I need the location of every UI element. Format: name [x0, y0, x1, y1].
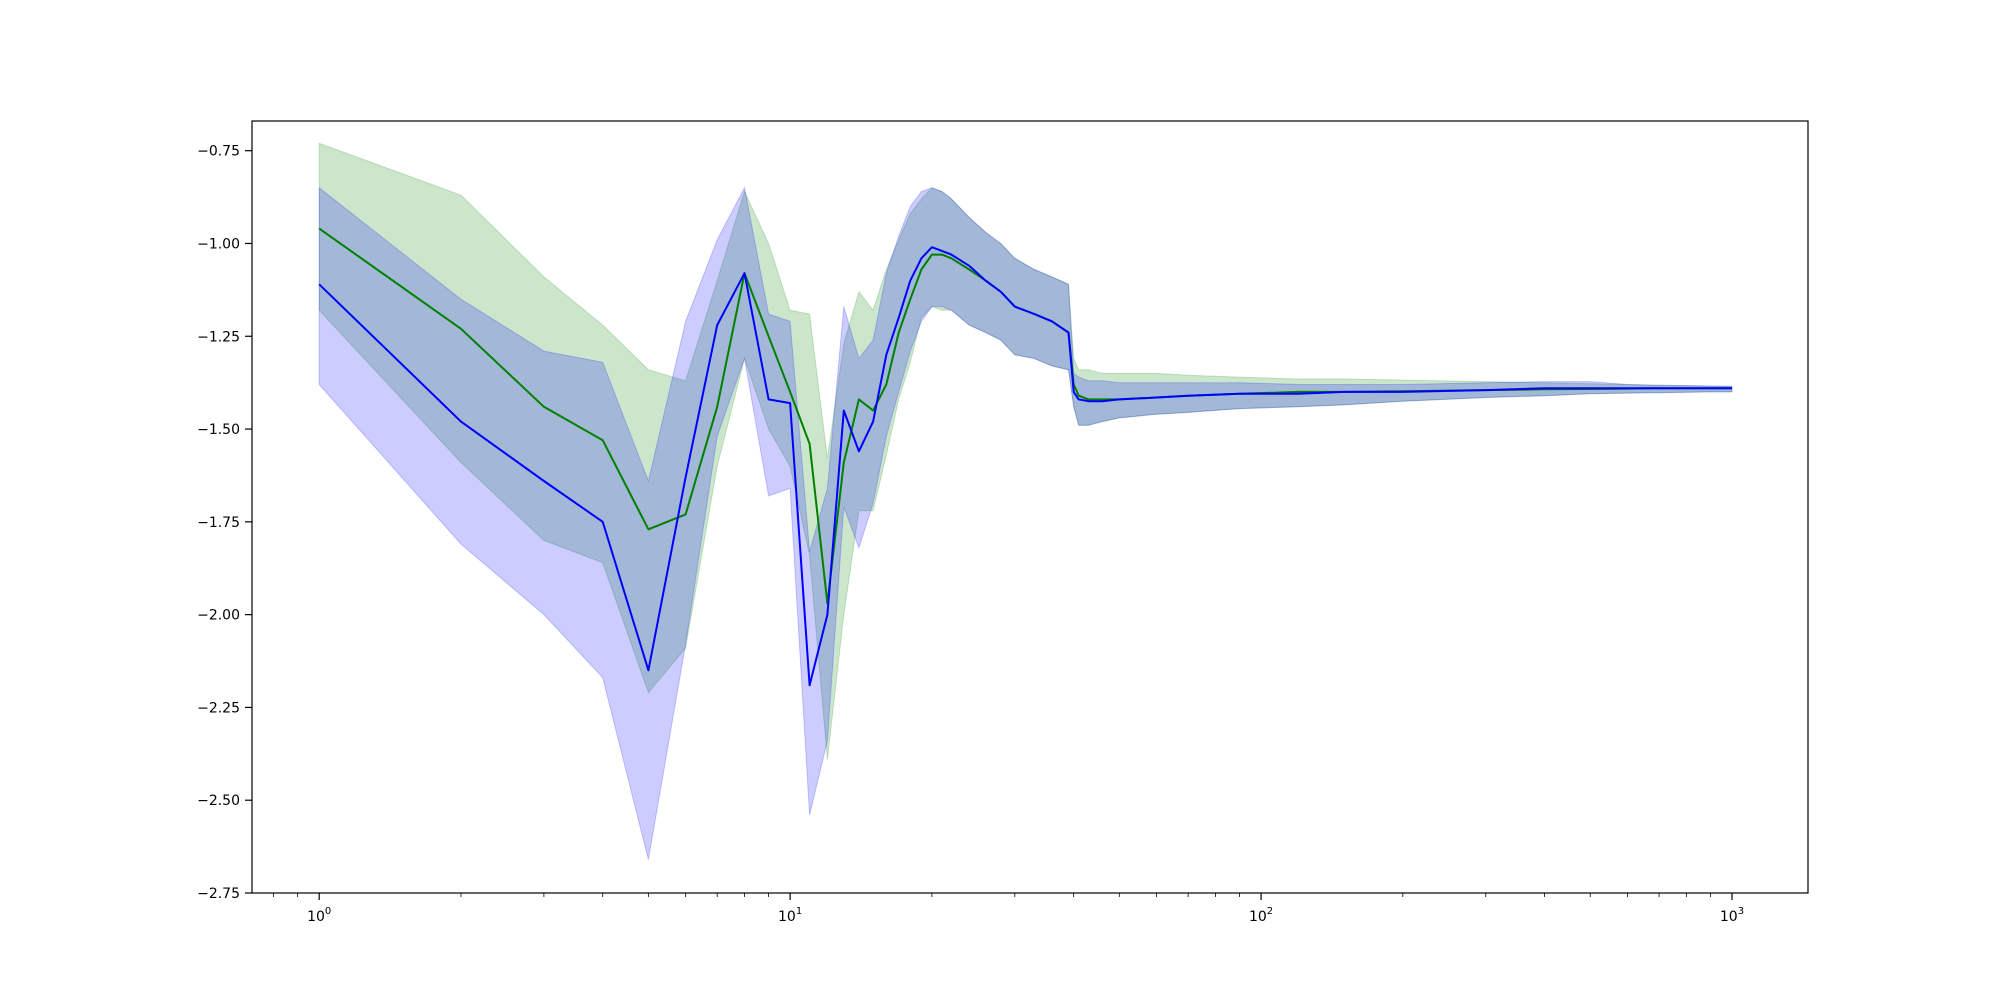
- x-axis: 100 101 102 103: [273, 893, 1744, 925]
- x-tick-label: 102: [1249, 906, 1273, 925]
- y-tick-label: −1.00: [197, 236, 240, 252]
- y-tick-label: −0.75: [197, 144, 240, 160]
- y-tick-label: −2.50: [197, 793, 240, 809]
- y-tick-label: −1.25: [197, 329, 240, 345]
- y-tick-label: −2.00: [197, 608, 240, 624]
- y-tick-label: −1.75: [197, 515, 240, 531]
- y-tick-label: −2.75: [197, 886, 240, 902]
- series-1-band: [318, 142, 1733, 760]
- series-lines: [318, 227, 1732, 687]
- x-tick-label: 103: [1720, 906, 1744, 925]
- x-tick-label: 100: [307, 906, 331, 925]
- y-tick-label: −1.50: [197, 422, 240, 438]
- x-tick-label: 101: [778, 906, 802, 925]
- plot-area-frame: [251, 120, 1809, 894]
- series-2-line: [318, 246, 1732, 687]
- y-tick-label: −2.25: [197, 700, 240, 716]
- confidence-bands: [318, 142, 1733, 860]
- series-2-band: [318, 186, 1733, 860]
- y-axis: −0.75 −1.00 −1.25 −1.50 −1.75 −2.00 −2.25 −2.50…: [197, 144, 252, 902]
